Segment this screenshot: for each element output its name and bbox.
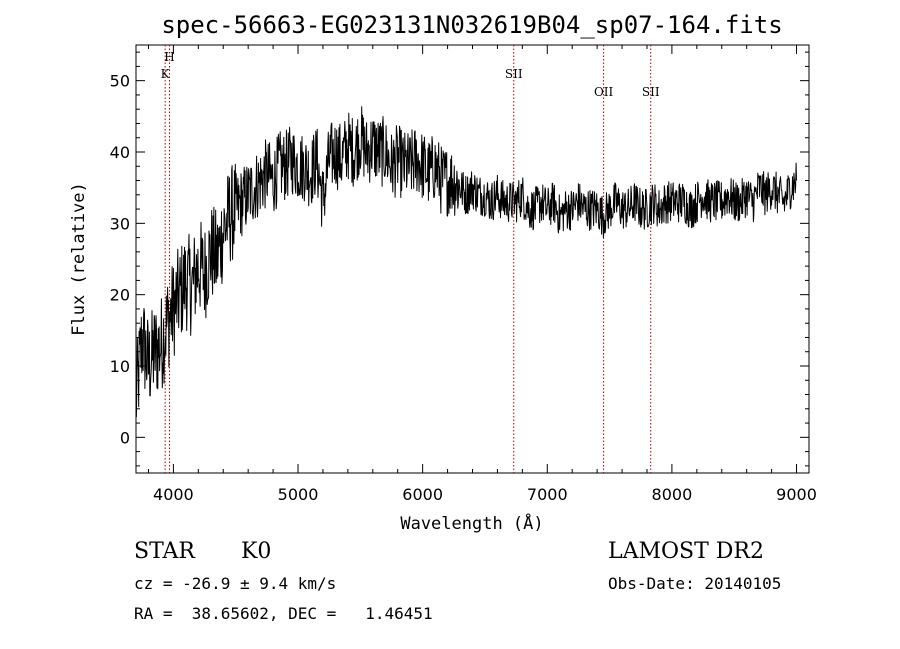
spectrum-line	[135, 106, 797, 418]
y-tick-label: 0	[120, 428, 130, 447]
object-subclass: K0	[241, 539, 272, 564]
line-marker-label: H	[164, 50, 174, 64]
object-class: STAR	[134, 539, 195, 564]
y-tick-label: 10	[110, 357, 130, 376]
redshift-cz: cz = -26.9 ± 9.4 km/s	[134, 574, 337, 593]
line-marker-label: SII	[642, 85, 660, 99]
survey-name: LAMOST DR2	[608, 539, 764, 564]
chart-title: spec-56663-EG023131N032619B04_sp07-164.f…	[161, 11, 782, 39]
x-tick-label: 6000	[402, 485, 443, 504]
line-markers: KH SII OII SII	[161, 45, 660, 473]
line-marker-label: OII	[594, 85, 614, 99]
y-tick-label: 30	[110, 214, 130, 233]
observation-date: Obs-Date: 20140105	[608, 574, 782, 593]
x-tick-label: 9000	[776, 485, 817, 504]
y-tick-label: 20	[110, 286, 130, 305]
y-tick-label: 50	[110, 72, 130, 91]
line-marker-label: SII	[505, 67, 523, 81]
series-group	[135, 106, 797, 418]
y-axis-label: Flux (relative)	[69, 182, 89, 336]
x-axis-label: Wavelength (Å)	[400, 512, 543, 534]
y-axis: 0 10 20 30 40 50	[110, 51, 809, 467]
x-tick-label: 8000	[652, 485, 693, 504]
plot-frame	[135, 44, 810, 474]
x-axis: 4000 5000 6000 7000 8000 9000	[147, 45, 817, 504]
line-marker-label: K	[161, 67, 171, 81]
y-tick-label: 40	[110, 143, 130, 162]
coordinates: RA = 38.65602, DEC = 1.46451	[134, 604, 433, 623]
x-tick-label: 5000	[278, 485, 319, 504]
x-tick-label: 4000	[153, 485, 194, 504]
x-tick-label: 7000	[527, 485, 568, 504]
